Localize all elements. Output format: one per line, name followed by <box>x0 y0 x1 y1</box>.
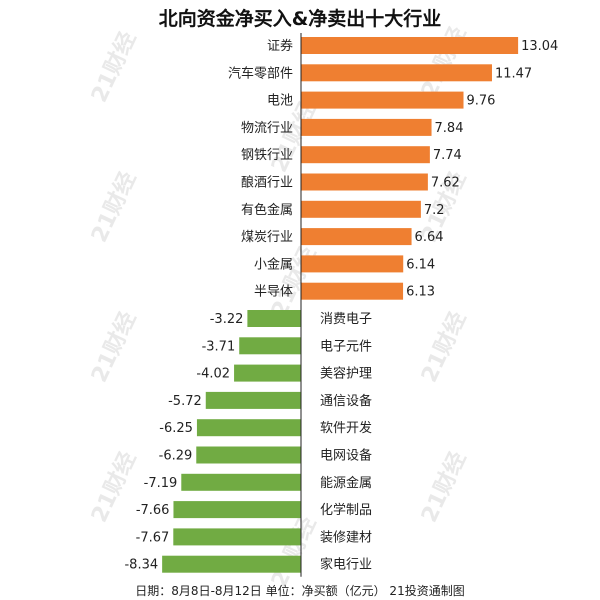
value-label: 6.14 <box>406 257 435 272</box>
category-label: 能源金属 <box>320 475 372 491</box>
value-label: -7.67 <box>136 530 170 545</box>
value-label: -7.66 <box>136 503 170 518</box>
category-label: 美容护理 <box>320 366 372 382</box>
category-label: 电网设备 <box>320 448 372 464</box>
bar-4 <box>301 118 432 136</box>
category-label: 汽车零部件 <box>228 65 293 81</box>
bar-14 <box>205 391 301 409</box>
bar-11 <box>247 310 301 327</box>
bar-12 <box>239 337 301 355</box>
bar-6 <box>301 173 428 191</box>
bar-8 <box>301 228 412 246</box>
value-label: 7.74 <box>433 148 462 163</box>
watermark-text: 21财经 <box>86 28 141 107</box>
category-label: 家电行业 <box>320 557 372 573</box>
bar-3 <box>301 91 464 109</box>
value-label: -6.29 <box>159 449 193 464</box>
category-label: 电池 <box>267 94 293 109</box>
watermark-text: 21财经 <box>416 448 471 527</box>
watermark-text: 21财经 <box>266 243 321 322</box>
watermark-text: 21财经 <box>416 308 471 387</box>
bar-18 <box>173 501 301 519</box>
category-labels-group: 证券汽车零部件电池物流行业钢铁行业酿酒行业有色金属煤炭行业小金属半导体消费电子电… <box>228 38 372 573</box>
category-label: 电子元件 <box>320 339 372 354</box>
category-label: 酿酒行业 <box>241 175 293 191</box>
chart-title: 北向资金净买入&净卖出十大行业 <box>158 8 442 30</box>
category-label: 通信设备 <box>320 393 372 409</box>
bar-7 <box>301 200 421 218</box>
category-label: 证券 <box>267 38 293 54</box>
value-label: -3.71 <box>202 339 236 354</box>
value-label: -4.02 <box>196 367 230 382</box>
value-labels-group: 13.04 11.47 9.767.84 7.74 7.62 7.2 6.64 6.14 6.1… <box>124 39 558 573</box>
bar-19 <box>173 528 301 546</box>
value-label: 7.84 <box>435 121 464 136</box>
bar-1 <box>301 37 519 54</box>
category-label: 小金属 <box>254 256 293 272</box>
bar-5 <box>301 146 430 164</box>
watermark-text: 21财经 <box>86 448 141 527</box>
bar-16 <box>196 446 301 464</box>
bar-13 <box>234 364 301 382</box>
bar-20 <box>162 555 301 573</box>
value-label: 6.13 <box>406 285 435 300</box>
bar-10 <box>301 282 404 300</box>
value-label: -7.19 <box>144 476 178 491</box>
category-label: 有色金属 <box>241 202 293 218</box>
category-label: 装修建材 <box>320 530 372 545</box>
category-label: 煤炭行业 <box>241 230 293 245</box>
value-label: -8.34 <box>124 558 158 573</box>
value-label: -5.72 <box>168 394 202 409</box>
bars-group <box>162 37 519 573</box>
category-label: 软件开发 <box>320 420 372 436</box>
category-label: 半导体 <box>254 285 293 300</box>
value-label: 11.47 <box>495 66 532 81</box>
watermark-text: 21财经 <box>416 23 471 102</box>
category-label: 消费电子 <box>320 312 372 327</box>
watermark-text: 21财经 <box>266 98 321 177</box>
value-label: 9.76 <box>467 94 496 109</box>
bar-9 <box>301 255 404 273</box>
bar-2 <box>301 64 492 82</box>
bar-15 <box>196 419 301 437</box>
chart-footer: 日期：8月8日-8月12日 单位：净买额（亿元） 21投资通制图 <box>135 584 465 598</box>
value-label: 13.04 <box>521 39 558 54</box>
category-label: 钢铁行业 <box>241 148 293 163</box>
watermark-text: 21财经 <box>86 168 141 247</box>
value-label: 7.2 <box>424 203 445 218</box>
watermark-text: 21财经 <box>86 308 141 387</box>
bar-17 <box>181 473 301 491</box>
category-label: 物流行业 <box>241 121 293 136</box>
value-label: -3.22 <box>210 312 244 327</box>
category-label: 化学制品 <box>320 502 372 518</box>
value-label: 6.64 <box>415 230 444 245</box>
value-label: 7.62 <box>431 176 460 191</box>
watermark-text: 21财经 <box>266 513 321 592</box>
value-label: -6.25 <box>159 421 193 436</box>
